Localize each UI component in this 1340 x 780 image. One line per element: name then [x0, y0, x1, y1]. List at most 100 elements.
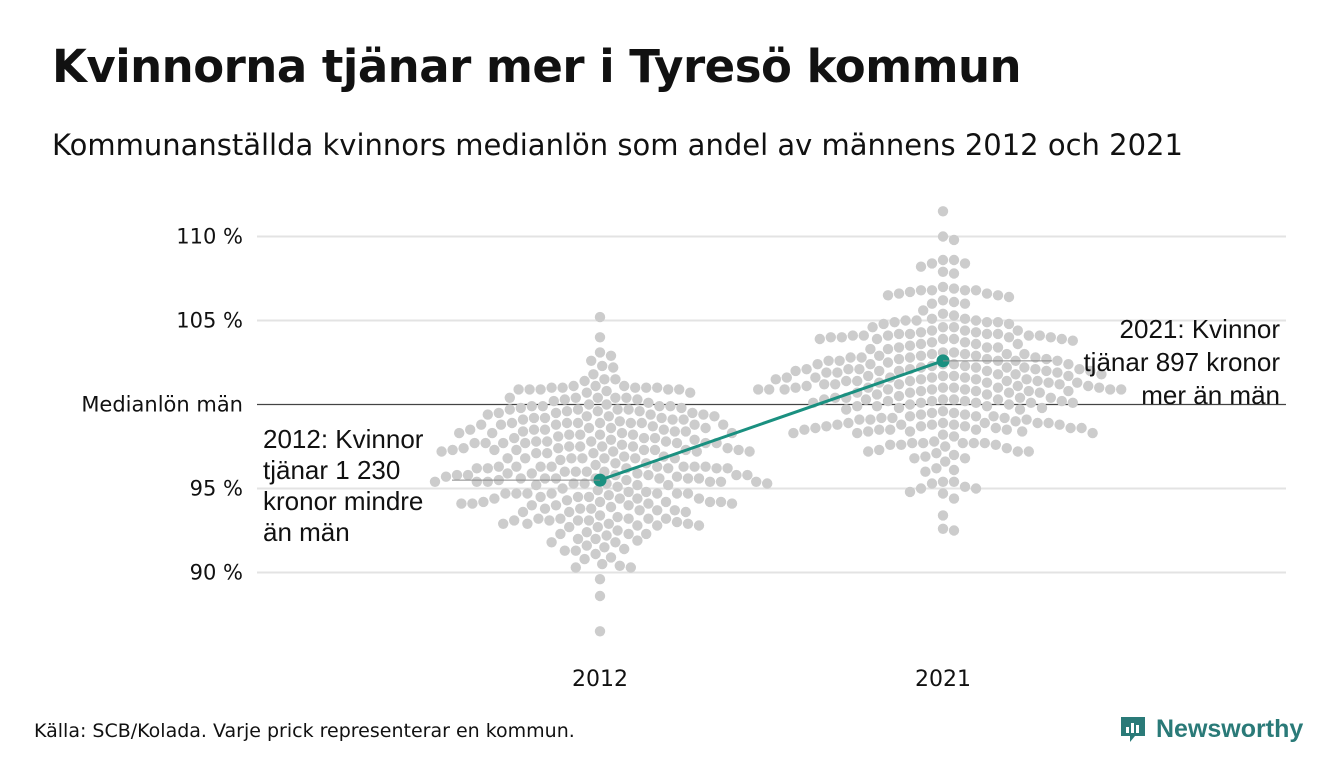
municipality-dot-2012 [583, 422, 595, 434]
municipality-dot-2021 [915, 421, 927, 432]
municipality-dot-2021 [836, 332, 847, 343]
municipality-dot-2021 [937, 206, 949, 217]
municipality-dot-2012 [689, 461, 700, 472]
municipality-dot-2021 [1014, 404, 1026, 415]
municipality-dot-2012 [671, 471, 683, 482]
municipality-dot-2021 [948, 464, 960, 476]
municipality-dot-2021 [1003, 291, 1015, 303]
municipality-dot-2012 [612, 481, 623, 492]
municipality-dot-2021 [904, 352, 916, 363]
municipality-dot-2021 [979, 437, 990, 449]
municipality-dot-2012 [533, 513, 544, 524]
municipality-dot-2021 [893, 328, 905, 340]
municipality-dot-2021 [1025, 397, 1037, 408]
municipality-dot-2012 [429, 476, 441, 487]
municipality-dot-2021 [959, 285, 971, 296]
municipality-dot-2021 [926, 325, 938, 336]
municipality-dot-2012 [715, 496, 727, 508]
municipality-dot-2021 [959, 453, 971, 464]
municipality-dot-2012 [515, 473, 526, 484]
municipality-dot-2012 [616, 427, 628, 439]
municipality-dot-2021 [1063, 385, 1074, 397]
municipality-dot-2021 [821, 421, 832, 432]
municipality-dot-2021 [915, 285, 927, 296]
municipality-dot-2021 [1105, 384, 1116, 395]
municipality-dot-2021 [981, 377, 993, 388]
municipality-dot-2021 [1032, 375, 1043, 387]
municipality-dot-2012 [590, 533, 601, 545]
municipality-dot-2012 [557, 382, 568, 393]
municipality-dot-2021 [1003, 318, 1015, 330]
municipality-dot-2021 [882, 330, 894, 341]
municipality-dot-2012 [528, 412, 540, 424]
municipality-dot-2012 [592, 521, 603, 533]
municipality-dot-2021 [779, 384, 790, 395]
municipality-dot-2021 [882, 384, 894, 395]
municipality-dot-2012 [581, 527, 592, 538]
municipality-dot-2012 [614, 493, 625, 504]
municipality-dot-2021 [830, 379, 841, 390]
municipality-dot-2012 [546, 537, 557, 548]
municipality-dot-2021 [1056, 333, 1068, 345]
municipality-dot-2021 [1003, 332, 1015, 343]
municipality-dot-2021 [959, 313, 971, 324]
municipality-dot-2012 [632, 535, 643, 546]
municipality-dot-2012 [493, 461, 504, 472]
municipality-dot-2021 [937, 488, 949, 499]
municipality-dot-2021 [959, 337, 971, 348]
municipality-dot-2021 [856, 352, 867, 363]
municipality-dot-2021 [970, 424, 982, 435]
municipality-dot-2021 [1041, 353, 1052, 365]
municipality-dot-2012 [572, 533, 584, 545]
municipality-dot-2012 [603, 518, 614, 529]
municipality-dot-2012 [458, 443, 469, 454]
municipality-dot-2012 [643, 469, 654, 481]
municipality-dot-2012 [570, 466, 581, 477]
municipality-dot-2012 [436, 446, 447, 457]
municipality-dot-2012 [715, 476, 727, 487]
municipality-dot-2021 [1056, 395, 1068, 407]
municipality-dot-2012 [649, 432, 661, 444]
municipality-dot-2012 [652, 382, 663, 393]
municipality-dot-2012 [641, 486, 652, 498]
municipality-dot-2012 [605, 434, 617, 445]
municipality-dot-2021 [937, 406, 949, 417]
municipality-dot-2012 [682, 488, 694, 499]
municipality-dot-2021 [948, 310, 960, 321]
municipality-dot-2021 [915, 374, 927, 385]
municipality-dot-2021 [926, 313, 938, 324]
municipality-dot-2012 [627, 429, 639, 440]
municipality-dot-2021 [904, 375, 916, 387]
municipality-dot-2012 [658, 424, 669, 435]
municipality-dot-2021 [1010, 369, 1021, 380]
municipality-dot-2012 [480, 437, 491, 449]
municipality-dot-2021 [1034, 387, 1046, 398]
municipality-dot-2021 [959, 395, 971, 407]
municipality-dot-2021 [926, 384, 938, 395]
x-tick-label-2021: 2021 [915, 667, 971, 692]
municipality-dot-2012 [498, 518, 509, 529]
highlight-connector-line [599, 359, 944, 482]
municipality-dot-2012 [555, 528, 566, 540]
municipality-dot-2012 [469, 437, 480, 449]
municipality-dot-2012 [561, 406, 573, 417]
municipality-dot-2012 [579, 553, 590, 565]
chart-subtitle: Kommunanställda kvinnors medianlön som a… [52, 128, 1183, 162]
municipality-dot-2021 [907, 437, 918, 449]
municipality-dot-2012 [520, 453, 531, 464]
municipality-dot-2021 [893, 390, 905, 402]
municipality-dot-2021 [948, 333, 960, 345]
municipality-dot-2021 [959, 298, 971, 309]
municipality-dot-2021 [770, 374, 781, 385]
municipality-dot-2012 [625, 417, 636, 429]
municipality-dot-2012 [517, 426, 529, 437]
municipality-dot-2012 [641, 528, 652, 540]
municipality-dot-2021 [871, 333, 883, 345]
municipality-dot-2012 [544, 515, 555, 526]
municipality-dot-2012 [663, 384, 674, 395]
municipality-dot-2012 [515, 402, 526, 414]
municipality-dot-2012 [605, 552, 617, 563]
municipality-dot-2012 [594, 347, 606, 358]
municipality-dot-2012 [504, 392, 515, 403]
municipality-dot-2021 [992, 317, 1004, 328]
